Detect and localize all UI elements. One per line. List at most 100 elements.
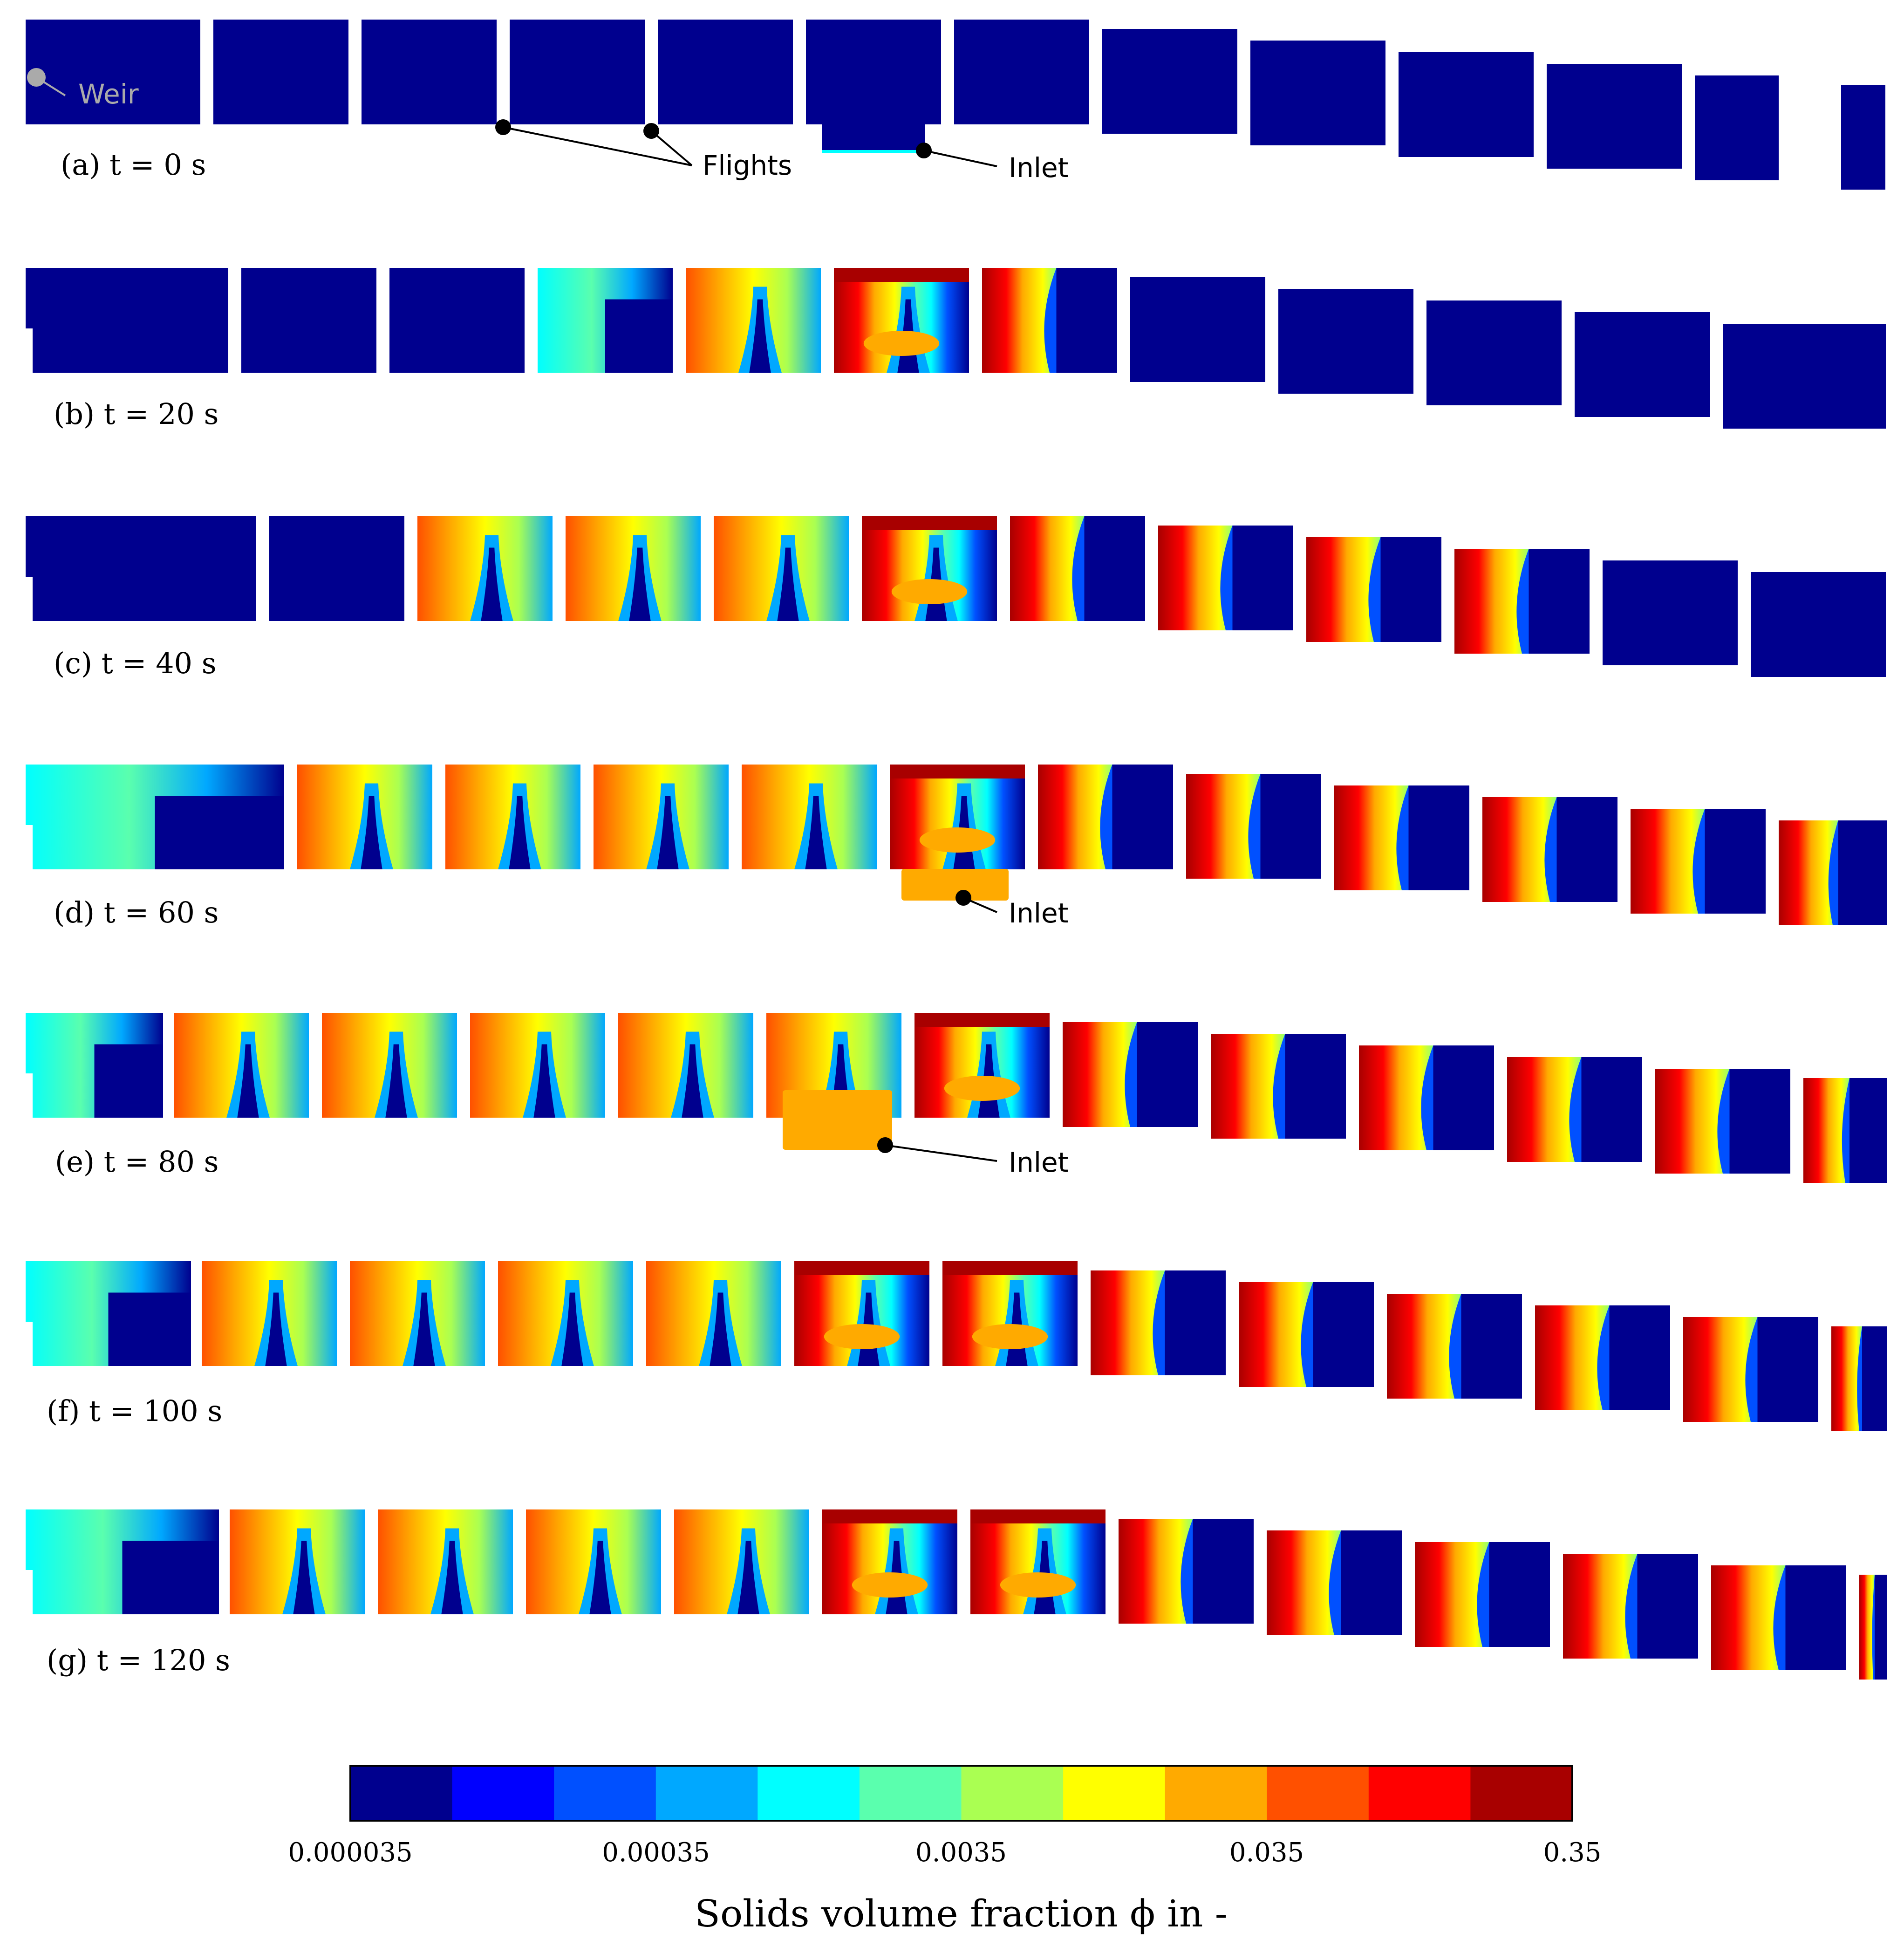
section-edge <box>1717 1069 1730 1174</box>
flight-section <box>1482 797 1617 902</box>
section-fill <box>389 268 525 373</box>
flight-section <box>1711 1565 1846 1670</box>
flight-section <box>526 1509 661 1614</box>
inlet-label-a: Inlet <box>1009 152 1068 184</box>
flight-section <box>322 1013 457 1118</box>
colorbar-tick-1: 0.000035 <box>288 1837 412 1868</box>
inlet-a-shape <box>822 123 925 153</box>
flight-section <box>1399 52 1534 157</box>
colorbar-segment <box>452 1766 554 1821</box>
panel-label-b: (b) t = 20 s <box>54 397 218 431</box>
section-edge <box>1100 765 1112 869</box>
flight-section <box>297 765 432 869</box>
section-core <box>385 1044 407 1118</box>
section-right <box>1380 537 1441 642</box>
colorbar-segment <box>1165 1766 1267 1821</box>
section-edge <box>1368 537 1381 642</box>
section-core <box>481 547 503 621</box>
section-core <box>629 547 651 621</box>
flight-section <box>686 268 821 373</box>
flight-section <box>1723 324 1886 429</box>
section-fill <box>1695 75 1779 180</box>
flight-section <box>658 20 793 124</box>
section-edge <box>1396 785 1409 890</box>
weir-notch <box>26 1322 33 1366</box>
flight-section <box>1507 1057 1642 1162</box>
flight-section <box>538 268 673 373</box>
section-edge <box>1329 1530 1341 1635</box>
section-edge <box>1857 1326 1862 1431</box>
flights-leader-line-1 <box>503 126 692 166</box>
contour-panels <box>26 20 1887 1680</box>
flight-section <box>1119 1519 1254 1624</box>
section-fill <box>213 20 348 124</box>
flight-section <box>742 765 877 869</box>
section-right <box>1849 1078 1887 1183</box>
flight-section <box>890 765 1025 869</box>
section-core <box>441 1541 463 1614</box>
flight-section <box>1415 1542 1550 1647</box>
section-fill <box>510 20 645 124</box>
section-fill <box>269 516 404 621</box>
colorbar-segment <box>1470 1766 1573 1821</box>
section-right <box>1637 1554 1698 1659</box>
colorbar-segment <box>1368 1766 1471 1821</box>
flight-section <box>914 1013 1050 1118</box>
colorbar-segment <box>350 1766 453 1821</box>
section-right <box>1313 1282 1374 1387</box>
flight-section <box>1278 289 1413 394</box>
flight-section <box>1038 765 1173 869</box>
panel-label-c: (c) t = 40 s <box>54 646 217 680</box>
section-edge <box>1072 516 1085 621</box>
flight-section <box>1535 1305 1670 1410</box>
flight-section <box>1454 549 1590 654</box>
colorbar-title: Solids volume fraction ϕ in - <box>695 1892 1228 1935</box>
section-edge <box>1842 1078 1849 1183</box>
section-right <box>1137 1022 1198 1127</box>
inlet-label-d: Inlet <box>1009 897 1068 929</box>
colorbar-segment <box>758 1766 860 1821</box>
section-edge <box>1421 1045 1433 1150</box>
section-core <box>265 1292 287 1366</box>
flight-section <box>350 1261 485 1366</box>
weir-notch <box>26 1570 33 1614</box>
section-core <box>293 1541 315 1614</box>
section-edge <box>1449 1294 1461 1399</box>
section-right <box>1581 1057 1642 1162</box>
flight-section <box>1547 64 1682 169</box>
flight-section <box>26 1509 219 1614</box>
section-fill <box>26 268 228 373</box>
flight-section <box>942 1261 1078 1366</box>
section-fill <box>806 20 941 124</box>
section-dark <box>605 299 673 373</box>
section-edge <box>1828 820 1838 925</box>
section-core <box>657 796 679 869</box>
flights-leader-line-2 <box>650 130 693 166</box>
section-fill <box>1751 572 1886 677</box>
flight-section <box>26 1013 163 1118</box>
flight-section <box>1091 1270 1226 1375</box>
flight-section <box>26 516 256 621</box>
section-right <box>1729 1069 1790 1174</box>
inlet-annotation-d: Inlet <box>901 869 1068 929</box>
flight-section <box>794 1261 929 1366</box>
flight-section <box>954 20 1089 124</box>
flight-section <box>1841 85 1885 190</box>
flight-section <box>1831 1326 1887 1431</box>
section-edge <box>1872 1575 1875 1680</box>
section-edge <box>1248 774 1261 879</box>
flight-section <box>714 516 849 621</box>
section-core-blob <box>824 1324 900 1349</box>
flight-section <box>1563 1554 1698 1659</box>
flight-section <box>213 20 348 124</box>
colorbar-tick-5: 0.35 <box>1543 1837 1602 1868</box>
section-right <box>1408 785 1469 890</box>
flights-label: Flights <box>703 150 792 181</box>
inlet-label-e: Inlet <box>1009 1147 1068 1178</box>
flight-section <box>1250 41 1385 145</box>
flight-section <box>470 1013 605 1118</box>
section-top-band <box>914 1013 1050 1027</box>
flight-section <box>1267 1530 1402 1635</box>
colorbar-tick-2: 0.00035 <box>602 1837 710 1868</box>
section-core <box>509 796 531 869</box>
